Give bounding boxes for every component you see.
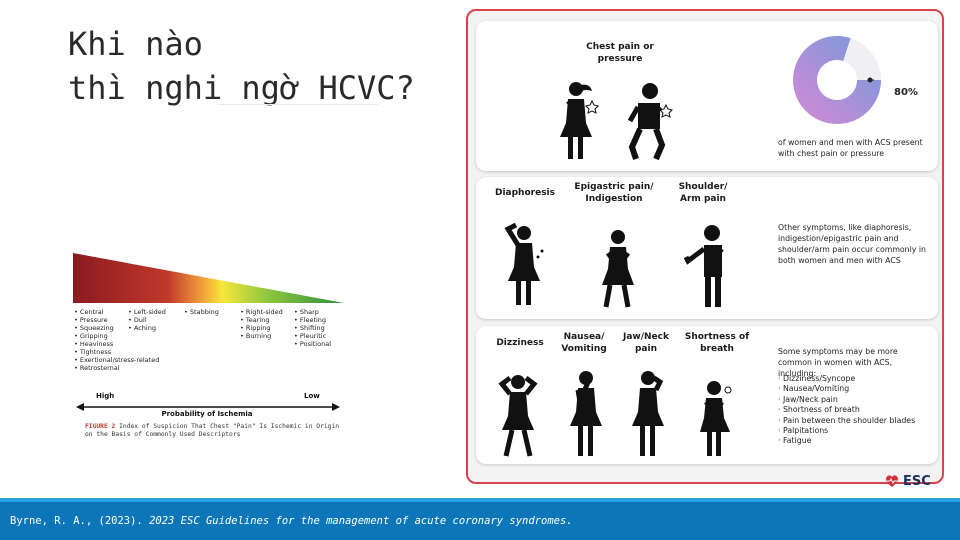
double-arrow-axis [76,403,340,411]
women-symptoms-intro: Some symptoms may be more common in wome… [778,347,898,378]
footer-bar: Byrne, R. A., (2023). 2023 ESC Guideline… [0,498,960,540]
chest-pain-stat-text: of women and men with ACS present with c… [778,138,923,158]
descriptor-column-4: Right-sidedTearingRippingBurning [240,308,283,340]
chest-pain-label: Chest pain or pressure [586,42,654,64]
title-line-2: thì nghi ngờ HCVC? [68,69,415,107]
donut-chart-80-percent [793,36,881,124]
list-item: · Pain between the shoulder blades [778,415,916,425]
shortness-of-breath-label: Shortness of breath [684,332,750,354]
descriptor-column-3: Stabbing [184,308,219,316]
epigastric-label: Epigastric pain/ Indigestion [574,182,654,204]
list-item: · Palpitations [778,426,829,436]
woman-dizziness-icon [498,375,538,457]
caption-label: FIGURE 2 [85,423,116,430]
figure-caption: FIGURE 2 Index of Suspicion That Chest "… [85,423,345,439]
woman-sweating-icon [504,222,544,305]
caption-text: Index of Suspicion That Chest "Pain" Is … [85,423,340,438]
citation: Byrne, R. A., (2023). 2023 ESC Guideline… [10,515,573,527]
man-chest-pain-icon [627,83,673,161]
axis-title: Probability of Ischemia [161,410,253,418]
citation-title: 2023 ESC Guidelines for the management o… [149,515,573,527]
woman-chest-pain-icon [560,82,599,159]
chest-pain-card: Chest pain or pressure [476,21,938,171]
list-item: · Fatigue [778,436,812,446]
slide-title: Khi nào thì nghi ngờ HCVC? [68,22,415,110]
list-item: · Dizziness/Syncope [778,374,856,383]
common-symptoms-text: Other symptoms, like diaphoresis, indige… [778,223,926,265]
citation-authors: Byrne, R. A., (2023). [10,515,150,527]
ischemia-probability-figure: CentralPressureSqueezingGrippingHeavines… [70,250,350,450]
title-line-1: Khi nào [68,25,203,63]
descriptor-column-1: CentralPressureSqueezingGrippingHeavines… [74,308,159,372]
list-item: · Jaw/Neck pain [778,394,838,404]
heart-icon [886,475,898,487]
nausea-label: Nausea/ Vomiting [561,332,607,354]
list-item: · Nausea/Vomiting [778,384,850,394]
axis-low-label: Low [304,392,320,400]
descriptor-column-2: Left-sidedDullAching [128,308,166,332]
shoulder-arm-label: Shoulder/ Arm pain [678,182,728,204]
axis-high-label: High [96,392,115,400]
common-symptoms-card: Diaphoresis Epigastric pain/ Indigestion… [476,177,938,319]
woman-jaw-pain-icon [632,371,664,456]
women-symptoms-list: · Dizziness/Syncope · Nausea/Vomiting · … [778,374,930,447]
jaw-neck-label: Jaw/Neck pain [623,332,669,354]
esc-logo-text: ESC [903,473,931,489]
descriptor-column-5: SharpFleetingShiftingPleuriticPositional [294,308,331,348]
diaphoresis-label: Diaphoresis [494,188,555,198]
list-item: · Shortness of breath [778,405,860,415]
women-symptoms-card: Dizziness Nausea/ Vomiting Jaw/Neck pain… [476,326,938,464]
man-shoulder-pain-icon [684,225,724,307]
esc-logo: ESC [884,473,931,489]
woman-breathless-icon [700,381,732,456]
acs-symptoms-infographic: Chest pain or pressure [466,9,944,484]
woman-nausea-icon [570,371,602,456]
percent-label: 80% [894,87,918,98]
dizziness-label: Dizziness [496,338,544,348]
probability-gradient-wedge [73,253,344,303]
woman-stomach-pain-icon [602,230,634,308]
title-underline [218,104,378,105]
